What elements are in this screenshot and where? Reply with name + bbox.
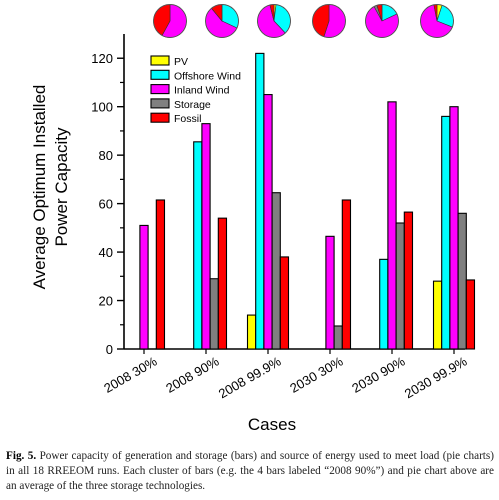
bar-fossil [217,217,228,350]
caption-text: Power capacity of generation and storage… [6,450,494,492]
x-axis-label: Cases [248,415,296,434]
bar-group-2008-90 [193,123,228,350]
bar-group-2008-30 [139,199,166,350]
bar-inland-wind [449,106,459,350]
bar-inland-wind [263,94,273,350]
bar-fossil [403,211,414,350]
bar-storage [395,222,405,350]
legend-label-storage: Storage [174,99,211,111]
pie-outline [312,4,346,38]
bar-inland-wind [139,224,149,350]
bar-offshore-wind [193,141,203,350]
legend-label-pv: PV [174,56,188,68]
pie-2030-90 [365,4,399,38]
pie-outline [257,4,291,38]
bar-inland-wind [325,235,335,350]
pie-charts-row [153,4,454,38]
bar-series [139,52,476,350]
bar-group-2030-90 [379,101,414,350]
bar-inland-wind [201,123,211,350]
bar-offshore-wind [255,52,265,350]
y-axis: 0 20 40 60 80 100 120 [91,34,125,357]
y-tick-label: 120 [91,51,113,66]
bar-fossil [465,279,476,350]
bar-storage [333,325,343,350]
y-tick-label: 40 [99,245,113,260]
x-tick-label: 2008 99.9% [216,353,284,401]
bar-group-2030-99-9 [432,106,476,350]
bar-storage [457,212,467,350]
x-tick-label: 2030 30% [287,353,346,395]
bar-inland-wind [387,101,397,350]
y-tick-label: 80 [99,148,113,163]
pie-outline [205,4,239,38]
bar-fossil [279,256,290,350]
x-axis: 2008 30% 2008 90%2008 99.9% 2030 30% 2030 9… [101,348,470,401]
legend-swatch-inland-wind [150,84,170,95]
bar-storage [209,278,219,350]
legend-swatch-storage [150,98,170,109]
capacity-chart: Average Optimum Installed Power Capacity… [30,4,476,434]
bar-offshore-wind [441,115,451,350]
caption-label: Fig. 5. [6,450,37,462]
bar-offshore-wind [379,258,389,350]
legend: PV Offshore Wind Inland Wind Storage Fossil [150,55,241,125]
pie-outline [420,4,454,38]
y-axis-label: Average Optimum Installed Power Capacity [30,85,71,290]
bar-group-2008-99-9 [246,52,290,350]
y-axis-label-line-2: Power Capacity [52,127,71,247]
legend-label-fossil: Fossil [174,113,201,125]
x-tick-label: 2008 30% [101,353,160,395]
y-tick-label: 60 [99,197,113,212]
bar-pv [246,314,257,350]
bar-fossil [155,199,166,350]
bar-storage [271,192,281,350]
legend-label-offshore-wind: Offshore Wind [174,70,241,82]
pie-2008-30 [153,4,187,38]
pie-2030-99-9 [420,4,454,38]
pie-outline [365,4,399,38]
bar-fossil [341,199,352,350]
y-axis-label-line-1: Average Optimum Installed [30,85,49,290]
pie-2008-90 [205,4,239,38]
x-tick-label: 2008 90% [163,353,222,395]
legend-label-inland-wind: Inland Wind [174,85,230,97]
bar-group-2030-30 [325,199,352,350]
figure-caption: Fig. 5. Power capacity of generation and… [6,449,494,494]
y-tick-label: 20 [99,294,113,309]
x-tick-label: 2030 90% [349,353,408,395]
bar-pv [432,280,443,350]
legend-swatch-pv [150,55,170,66]
pie-outline [153,4,187,38]
x-tick-label: 2030 99.9% [402,353,470,401]
y-tick-label: 0 [106,342,113,357]
legend-swatch-fossil [150,112,170,123]
y-tick-label: 100 [91,100,113,115]
pie-2008-99-9 [257,4,291,38]
pie-2030-30 [312,4,346,38]
legend-swatch-offshore-wind [150,69,170,80]
